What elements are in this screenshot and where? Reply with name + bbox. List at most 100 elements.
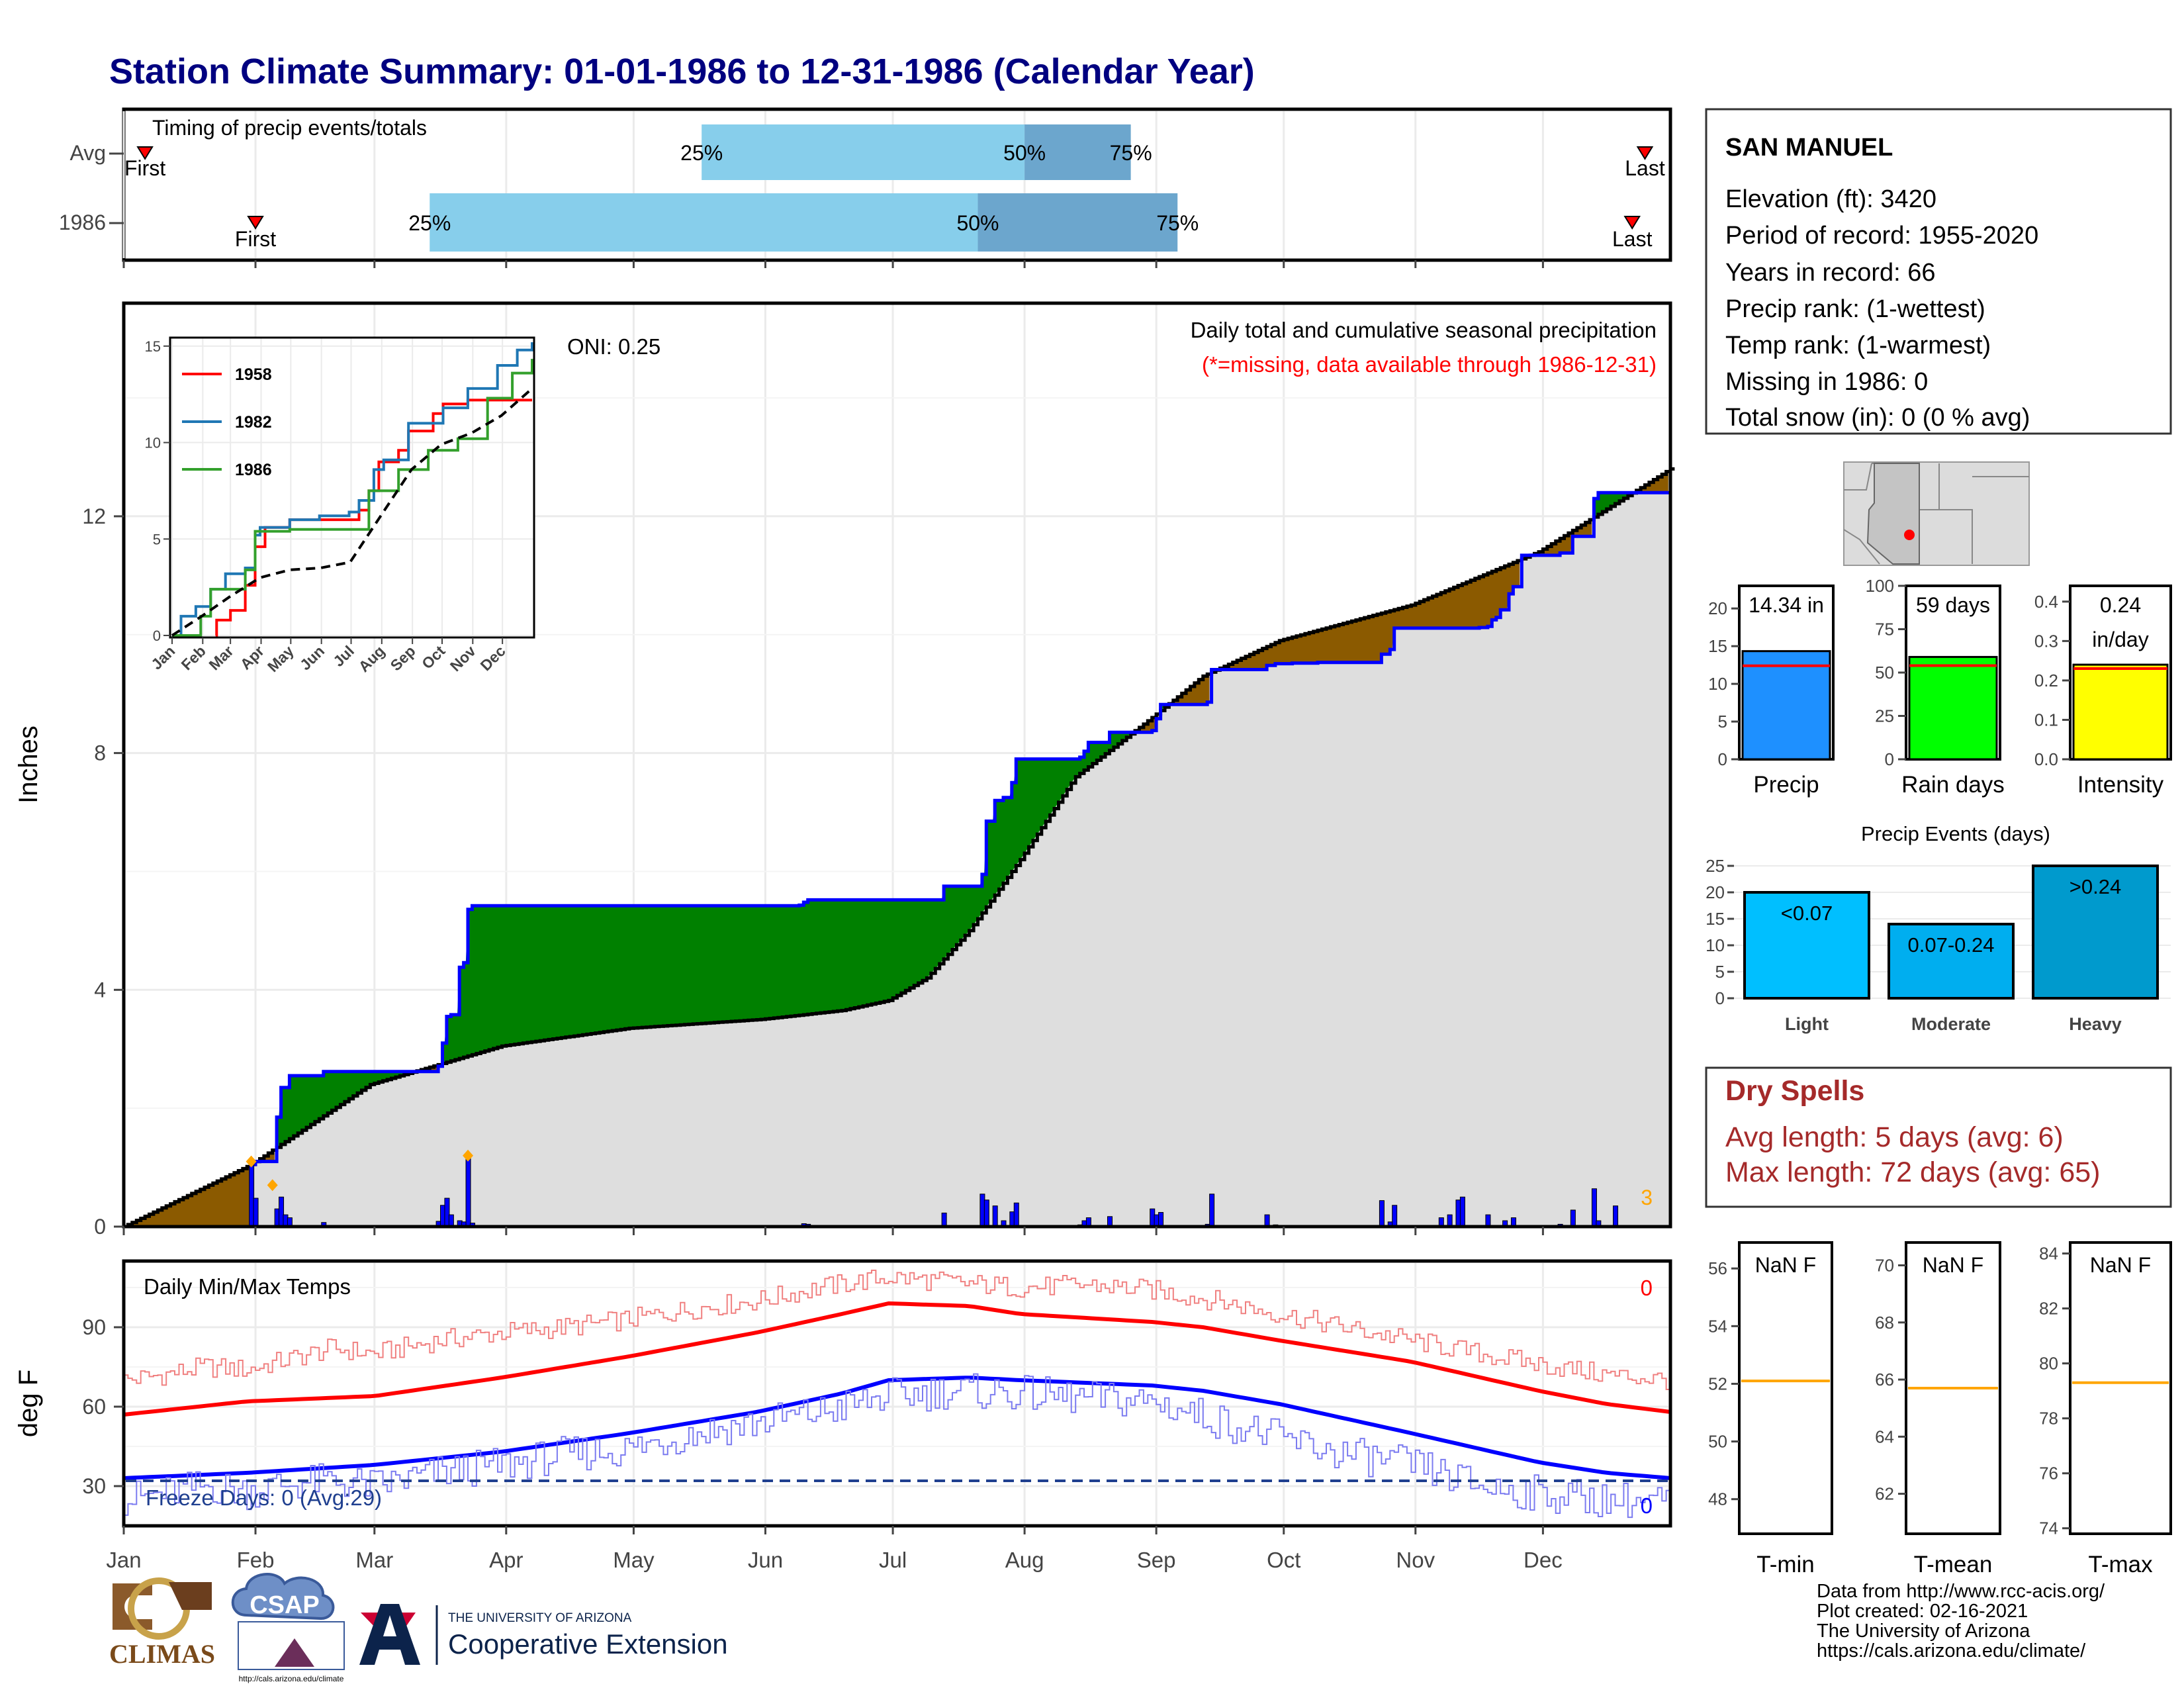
summary-value-label: 59 days [1916, 593, 1990, 617]
summary-y-tick-label: 10 [1708, 674, 1727, 694]
temp-frame [122, 1259, 1672, 1528]
station-info-box: SAN MANUEL Elevation (ft): 3420 Period o… [1705, 108, 2172, 435]
timing-pct-label: 25% [408, 211, 451, 235]
timing-row-avg: Avg [69, 141, 106, 165]
temp-summary-y-tick-label: 76 [2039, 1464, 2058, 1483]
inset-background [170, 338, 534, 637]
precip-areas [124, 377, 1675, 1229]
first-marker-label: First [124, 156, 165, 180]
freeze-days-label: Freeze Days: 0 (Avg:29) [146, 1485, 382, 1510]
credit-url: https://cals.arizona.edu/climate/ [1817, 1640, 2086, 1662]
events-bar-label: 0.07-0.24 [1908, 933, 1995, 957]
dry-spells-box: Dry Spells Avg length: 5 days (avg: 6) M… [1705, 1066, 2172, 1208]
timing-pct-label: 75% [1156, 211, 1199, 235]
summary-y-tick-label: 5 [1718, 712, 1727, 731]
temp-y-tick-label: 30 [82, 1474, 106, 1498]
events-bar-label: <0.07 [1781, 902, 1833, 925]
credit-data-source: Data from http://www.rcc-acis.org/ [1817, 1581, 2105, 1602]
uofa-a-icon [359, 1604, 420, 1665]
precip-y-label: Inches [14, 726, 43, 804]
station-frame [1705, 108, 2172, 435]
temp-summary-y-tick-label: 48 [1708, 1489, 1727, 1509]
temp-summary-y-tick-label: 82 [2039, 1299, 2058, 1319]
daily-precip-bar [465, 1158, 471, 1227]
daily-max-temp-line [124, 1270, 1671, 1390]
events-y-tick-label: 15 [1706, 909, 1725, 929]
last-marker-label: Last [1625, 156, 1665, 180]
dry-spells-title: Dry Spells [1725, 1075, 1864, 1107]
daily-precip-bar [448, 1214, 454, 1227]
summary-y-tick-label: 75 [1875, 620, 1894, 639]
temp-summary-y-tick-label: 70 [1875, 1256, 1894, 1276]
temp-summary-y-tick-label: 50 [1708, 1432, 1727, 1452]
temp-panel: 30 60 90 Jan Feb Mar Apr May Jun Jul Aug Sep Oct Nov… [14, 1259, 1672, 1572]
temp-min-missing: 0 [1641, 1493, 1653, 1518]
daily-precip-bar [1613, 1205, 1619, 1227]
timing-bar-50-75 [978, 193, 1178, 252]
csap-cloud-icon [231, 1573, 335, 1620]
summary-category-label: Intensity [2077, 772, 2164, 798]
temp-summary-y-tick-label: 56 [1708, 1258, 1727, 1278]
inset-series-line-1958 [215, 399, 532, 637]
daily-precip-bar [1013, 1202, 1019, 1227]
uofa-logo: THE UNIVERSITY OF ARIZONA Cooperative Ex… [359, 1604, 728, 1665]
inset-frame [169, 336, 535, 639]
summary-y-tick-label: 0.2 [2034, 671, 2058, 690]
precip-y-tick-label: 12 [82, 504, 106, 528]
events-bar-label: >0.24 [2070, 875, 2121, 898]
temp-summary-value-label: NaN F [2090, 1253, 2151, 1277]
csap-text: CSAP [250, 1591, 320, 1619]
climas-mark [113, 1583, 152, 1630]
temp-y-tick-label: 90 [82, 1315, 106, 1339]
inset-lines [171, 342, 533, 637]
events-y-tick-label: 10 [1706, 935, 1725, 955]
timing-pct-label: 50% [1003, 141, 1046, 165]
precip-y-tick-label: 0 [94, 1215, 106, 1239]
climas-text: CLIMAS [109, 1639, 215, 1669]
summary-bar-precip [1741, 650, 1831, 761]
temp-summary-y-tick-label: 80 [2039, 1354, 2058, 1374]
temp-summary-y-tick-label: 78 [2039, 1409, 2058, 1429]
station-name: SAN MANUEL [1725, 134, 1893, 162]
timing-panel: 25% 50% 75% First Last 25% 50% 75% First Last Tim… [59, 107, 1672, 268]
temp-lines [123, 1270, 1671, 1519]
timing-bar-25-50 [702, 124, 1025, 180]
inset-y-tick-label: 15 [145, 338, 161, 355]
csap-logo: CSAP http://cals.arizona.edu/climate [231, 1573, 345, 1683]
inset-legend-label: 1986 [235, 461, 272, 479]
events-bar-light [1743, 891, 1870, 1000]
average-cumulative-line [124, 467, 1675, 1229]
footer-credits: Data from http://www.rcc-acis.org/ Plot … [1817, 1581, 2105, 1662]
oni-label: ONI: 0.25 [567, 334, 660, 359]
events-y-tick-label: 20 [1706, 882, 1725, 902]
timing-bar-50-75 [1024, 124, 1131, 180]
temp-summary-category-label: T-max [2088, 1552, 2153, 1577]
above-average-area [442, 732, 1131, 1064]
precip-events-bars: <0.07 Light 0.07-0.24 Moderate >0.24 Heavy 0 5 1… [1706, 856, 2171, 1034]
daily-precip-bar [1392, 1205, 1398, 1227]
precip-frame [122, 301, 1672, 1229]
events-y-tick-label: 5 [1715, 962, 1725, 982]
temp-summary-value-label: NaN F [1923, 1253, 1983, 1277]
summary-y-tick-label: 50 [1875, 663, 1894, 682]
temp-y-tick-label: 60 [82, 1395, 106, 1419]
below-average-area [414, 1064, 441, 1072]
dry-spells-max: Max length: 72 days (avg: 65) [1725, 1156, 2100, 1188]
station-snow: Total snow (in): 0 (0 % avg) [1725, 404, 2030, 432]
summary-y-tick-label: 100 [1866, 576, 1894, 596]
cumulative-precip-1986-line [124, 377, 1672, 1229]
daily-precip-bar [1447, 1214, 1453, 1227]
month-x-axis: Jan Feb Mar Apr May Jun Jul Aug Sep Oct Nov Dec [106, 1526, 1563, 1572]
precip-y-tick-label: 8 [94, 741, 106, 765]
month-tick-label: Nov [1396, 1548, 1435, 1572]
station-missing: Missing in 1986: 0 [1725, 368, 1928, 396]
month-tick-label: Mar [355, 1548, 393, 1572]
summary-bar-intensity [2072, 663, 2169, 761]
inset-legend-label: 1958 [235, 365, 272, 384]
timing-bar-25-50 [430, 193, 978, 252]
climas-shape [169, 1582, 212, 1610]
average-max-temp-line [123, 1301, 1671, 1417]
temp-max-missing: 0 [1641, 1276, 1653, 1300]
summary-y-tick-label: 0 [1718, 749, 1727, 769]
